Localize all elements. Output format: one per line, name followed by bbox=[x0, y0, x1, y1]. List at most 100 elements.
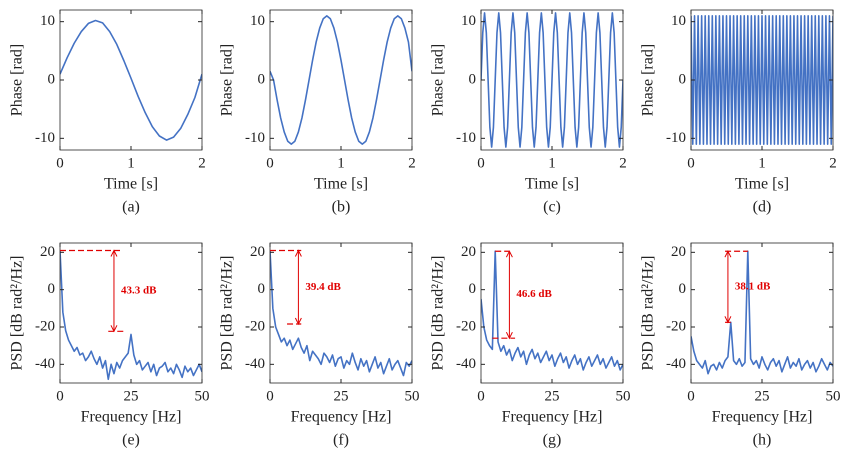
axes-box bbox=[690, 242, 834, 384]
y-tick-label: 20 bbox=[461, 244, 476, 260]
data-line bbox=[691, 250, 833, 375]
data-line bbox=[60, 250, 202, 381]
x-tick-label: 0 bbox=[56, 155, 64, 171]
caption: (c) bbox=[543, 199, 561, 216]
y-tick-label: -40 bbox=[35, 356, 55, 372]
y-tick-label: -20 bbox=[245, 318, 265, 334]
data-line bbox=[481, 12, 623, 148]
y-axis-label: PSD [dB rad²/Hz] bbox=[640, 255, 657, 370]
x-tick-label: 50 bbox=[826, 388, 841, 404]
plot-area bbox=[270, 15, 412, 145]
x-tick-label: 0 bbox=[56, 388, 64, 404]
y-axis-label: Phase [rad] bbox=[9, 44, 26, 116]
y-tick-label: 0 bbox=[48, 71, 56, 87]
y-tick-label: 0 bbox=[469, 71, 477, 87]
plot-area bbox=[481, 12, 623, 148]
y-tick-label: 10 bbox=[250, 13, 265, 29]
y-tick-label: 0 bbox=[469, 281, 477, 297]
y-tick-label: 0 bbox=[258, 71, 266, 87]
y-tick-label: -10 bbox=[245, 130, 265, 146]
y-tick-label: 0 bbox=[679, 71, 687, 87]
y-tick-label: 20 bbox=[671, 244, 686, 260]
axes-box bbox=[59, 242, 203, 384]
y-tick-label: -10 bbox=[456, 130, 476, 146]
y-tick-label: 10 bbox=[461, 13, 476, 29]
y-tick-label: -40 bbox=[245, 356, 265, 372]
caption: (f) bbox=[333, 432, 349, 449]
y-tick-label: 0 bbox=[48, 281, 56, 297]
arrow-head bbox=[110, 325, 118, 333]
y-tick-label: 10 bbox=[671, 13, 686, 29]
y-axis-label: PSD [dB rad²/Hz] bbox=[430, 255, 447, 370]
y-tick-label: 10 bbox=[40, 13, 55, 29]
x-tick-label: 0 bbox=[687, 388, 695, 404]
y-axis-label: PSD [dB rad²/Hz] bbox=[219, 255, 236, 370]
x-axis-label: Frequency [Hz] bbox=[712, 409, 813, 426]
annotation: 43.3 dB bbox=[121, 284, 157, 296]
plot-area bbox=[60, 250, 202, 381]
x-tick-label: 1 bbox=[758, 155, 766, 171]
x-axis-label: Time [s] bbox=[525, 176, 579, 193]
x-axis-label: Frequency [Hz] bbox=[291, 409, 392, 426]
x-axis-label: Frequency [Hz] bbox=[502, 409, 603, 426]
annotation: 38.1 dB bbox=[735, 280, 771, 292]
y-tick-label: -20 bbox=[456, 318, 476, 334]
y-axis-label: Phase [rad] bbox=[430, 44, 447, 116]
data-line bbox=[481, 250, 623, 371]
x-tick-label: 2 bbox=[408, 155, 416, 171]
y-axis-label: Phase [rad] bbox=[640, 44, 657, 116]
plot-area bbox=[691, 250, 833, 375]
arrow-head bbox=[294, 249, 302, 257]
y-tick-label: -40 bbox=[666, 356, 686, 372]
arrow-head bbox=[110, 249, 118, 257]
y-tick-label: -10 bbox=[35, 130, 55, 146]
x-tick-label: 50 bbox=[405, 388, 420, 404]
x-tick-label: 1 bbox=[337, 155, 345, 171]
data-line bbox=[691, 15, 833, 145]
x-tick-label: 1 bbox=[548, 155, 556, 171]
data-line bbox=[60, 19, 202, 141]
y-tick-label: -10 bbox=[666, 130, 686, 146]
caption: (a) bbox=[122, 199, 140, 216]
x-tick-label: 2 bbox=[198, 155, 206, 171]
x-tick-label: 0 bbox=[477, 388, 485, 404]
caption: (b) bbox=[332, 199, 351, 216]
x-tick-label: 2 bbox=[619, 155, 627, 171]
x-axis-label: Time [s] bbox=[735, 176, 789, 193]
arrow-head bbox=[294, 317, 302, 326]
data-line bbox=[270, 15, 412, 145]
x-tick-label: 50 bbox=[616, 388, 631, 404]
caption: (e) bbox=[122, 432, 140, 449]
plot-area bbox=[691, 15, 833, 145]
caption: (d) bbox=[753, 199, 772, 216]
caption: (g) bbox=[543, 432, 562, 449]
x-tick-label: 25 bbox=[124, 388, 139, 404]
plot-area bbox=[270, 250, 412, 377]
x-tick-label: 0 bbox=[477, 155, 485, 171]
y-tick-label: -20 bbox=[666, 318, 686, 334]
x-axis-label: Time [s] bbox=[314, 176, 368, 193]
plot-area bbox=[60, 19, 202, 141]
plot-area bbox=[481, 250, 623, 371]
y-tick-label: 0 bbox=[258, 281, 266, 297]
y-tick-label: 20 bbox=[40, 244, 55, 260]
annotation: 39.4 dB bbox=[305, 281, 341, 293]
y-axis-label: PSD [dB rad²/Hz] bbox=[9, 255, 26, 370]
y-tick-label: 20 bbox=[250, 244, 265, 260]
annotation: 46.6 dB bbox=[516, 288, 552, 300]
x-tick-label: 25 bbox=[755, 388, 770, 404]
caption: (h) bbox=[753, 432, 772, 449]
x-tick-label: 25 bbox=[334, 388, 349, 404]
x-tick-label: 0 bbox=[687, 155, 695, 171]
arrow-head bbox=[505, 331, 513, 340]
arrow-head bbox=[505, 250, 513, 258]
x-tick-label: 50 bbox=[195, 388, 210, 404]
x-tick-label: 0 bbox=[266, 155, 274, 171]
x-tick-label: 2 bbox=[829, 155, 837, 171]
y-tick-label: -20 bbox=[35, 318, 55, 334]
y-tick-label: -40 bbox=[456, 356, 476, 372]
x-axis-label: Frequency [Hz] bbox=[81, 409, 182, 426]
y-axis-label: Phase [rad] bbox=[219, 44, 236, 116]
data-line bbox=[270, 250, 412, 377]
